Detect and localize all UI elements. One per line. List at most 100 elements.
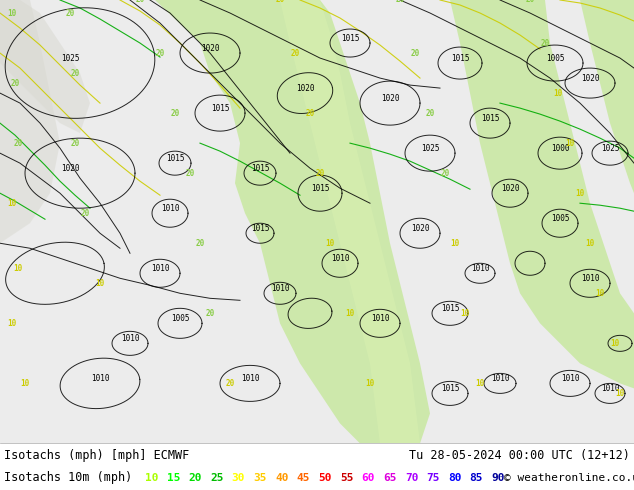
Text: 1010: 1010 <box>161 204 179 213</box>
Text: 20: 20 <box>315 169 325 178</box>
Text: 15: 15 <box>167 473 181 483</box>
Text: 20: 20 <box>306 109 314 118</box>
Text: 1015: 1015 <box>251 224 269 233</box>
Text: 25: 25 <box>210 473 224 483</box>
Text: Isotachs (mph) [mph] ECMWF: Isotachs (mph) [mph] ECMWF <box>4 449 190 462</box>
Text: 20: 20 <box>185 169 195 178</box>
Text: Isotachs 10m (mph): Isotachs 10m (mph) <box>4 471 133 484</box>
Text: 20: 20 <box>425 109 435 118</box>
Text: 10: 10 <box>576 189 585 197</box>
Text: 10: 10 <box>95 279 105 288</box>
Text: 1010: 1010 <box>241 374 259 383</box>
Text: 1015: 1015 <box>251 164 269 172</box>
Text: 10: 10 <box>8 8 16 18</box>
Text: 1025: 1025 <box>421 144 439 153</box>
Text: 10: 10 <box>8 199 16 208</box>
Text: 1015: 1015 <box>165 154 184 163</box>
Text: 10: 10 <box>553 89 562 98</box>
Text: 1010: 1010 <box>560 374 579 383</box>
Text: 1010: 1010 <box>151 264 169 273</box>
Text: 1020: 1020 <box>381 94 399 102</box>
Text: 1020: 1020 <box>581 74 599 83</box>
Text: © weatheronline.co.uk weatheronline.co.uk: © weatheronline.co.uk weatheronline.co.u… <box>504 473 634 483</box>
Polygon shape <box>280 0 420 443</box>
Text: 20: 20 <box>441 169 450 178</box>
Text: 75: 75 <box>427 473 440 483</box>
Text: 1010: 1010 <box>331 254 349 263</box>
Text: 20: 20 <box>410 49 420 57</box>
Text: 1010: 1010 <box>581 274 599 283</box>
Text: 10: 10 <box>611 339 619 348</box>
Text: 1015: 1015 <box>311 184 329 193</box>
Text: 20: 20 <box>81 209 89 218</box>
Text: 20: 20 <box>275 0 285 4</box>
Text: 10: 10 <box>585 239 595 248</box>
Text: 1015: 1015 <box>340 33 359 43</box>
Text: 10: 10 <box>13 264 23 273</box>
Text: 1015: 1015 <box>210 103 230 113</box>
Text: 1005: 1005 <box>551 214 569 223</box>
Text: 1020: 1020 <box>61 164 79 172</box>
Text: 1015: 1015 <box>441 384 459 393</box>
Text: 10: 10 <box>616 389 624 398</box>
Text: 35: 35 <box>254 473 267 483</box>
Text: 20: 20 <box>136 0 145 4</box>
Polygon shape <box>0 0 90 133</box>
Text: 1025: 1025 <box>601 144 619 153</box>
Text: 85: 85 <box>470 473 483 483</box>
Text: 55: 55 <box>340 473 353 483</box>
Text: 10: 10 <box>346 309 354 318</box>
Text: 20: 20 <box>155 49 165 57</box>
Text: 1025: 1025 <box>61 53 79 63</box>
Text: 80: 80 <box>448 473 462 483</box>
Text: 40: 40 <box>275 473 288 483</box>
Text: 1010: 1010 <box>371 314 389 323</box>
Text: 65: 65 <box>383 473 397 483</box>
Text: 20: 20 <box>10 78 20 88</box>
Polygon shape <box>450 0 634 389</box>
Text: 10: 10 <box>460 309 470 318</box>
Text: 20: 20 <box>171 109 179 118</box>
Text: 1010: 1010 <box>601 384 619 393</box>
Text: 1010: 1010 <box>120 334 139 343</box>
Text: 1015: 1015 <box>451 53 469 63</box>
Text: 10: 10 <box>20 379 30 388</box>
Text: 20: 20 <box>290 49 300 57</box>
Text: 1015: 1015 <box>441 304 459 313</box>
Polygon shape <box>0 0 60 243</box>
Text: 1010: 1010 <box>271 284 289 293</box>
Text: 20: 20 <box>13 139 23 147</box>
Text: 1005: 1005 <box>171 314 190 323</box>
Text: 10: 10 <box>450 239 460 248</box>
Text: 20: 20 <box>65 8 75 18</box>
Text: 30: 30 <box>232 473 245 483</box>
Text: 20: 20 <box>205 309 215 318</box>
Text: 10: 10 <box>595 289 605 298</box>
Text: 20: 20 <box>188 473 202 483</box>
Text: 70: 70 <box>404 473 418 483</box>
Text: 10: 10 <box>476 379 484 388</box>
Text: 1005: 1005 <box>546 53 564 63</box>
Text: 10: 10 <box>8 319 16 328</box>
Text: 45: 45 <box>297 473 310 483</box>
Text: 10: 10 <box>566 139 574 147</box>
Text: 90: 90 <box>491 473 505 483</box>
Text: 1020: 1020 <box>501 184 519 193</box>
Polygon shape <box>155 0 430 443</box>
Text: 20: 20 <box>396 0 404 4</box>
Text: Tu 28-05-2024 00:00 UTC (12+12): Tu 28-05-2024 00:00 UTC (12+12) <box>409 449 630 462</box>
Text: 10: 10 <box>325 239 335 248</box>
Polygon shape <box>580 0 634 193</box>
Text: 20: 20 <box>540 39 550 48</box>
Text: 50: 50 <box>318 473 332 483</box>
Text: 20: 20 <box>526 0 534 4</box>
Text: 1015: 1015 <box>481 114 499 122</box>
Text: 60: 60 <box>361 473 375 483</box>
Text: 1010: 1010 <box>91 374 109 383</box>
Text: 20: 20 <box>225 379 235 388</box>
Text: 10: 10 <box>365 379 375 388</box>
Text: 1020: 1020 <box>411 224 429 233</box>
Text: 10: 10 <box>145 473 158 483</box>
Text: 20: 20 <box>70 139 80 147</box>
Text: 1010: 1010 <box>491 374 509 383</box>
